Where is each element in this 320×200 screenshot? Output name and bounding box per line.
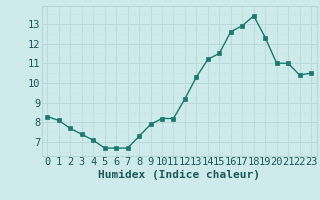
- X-axis label: Humidex (Indice chaleur): Humidex (Indice chaleur): [98, 170, 260, 180]
